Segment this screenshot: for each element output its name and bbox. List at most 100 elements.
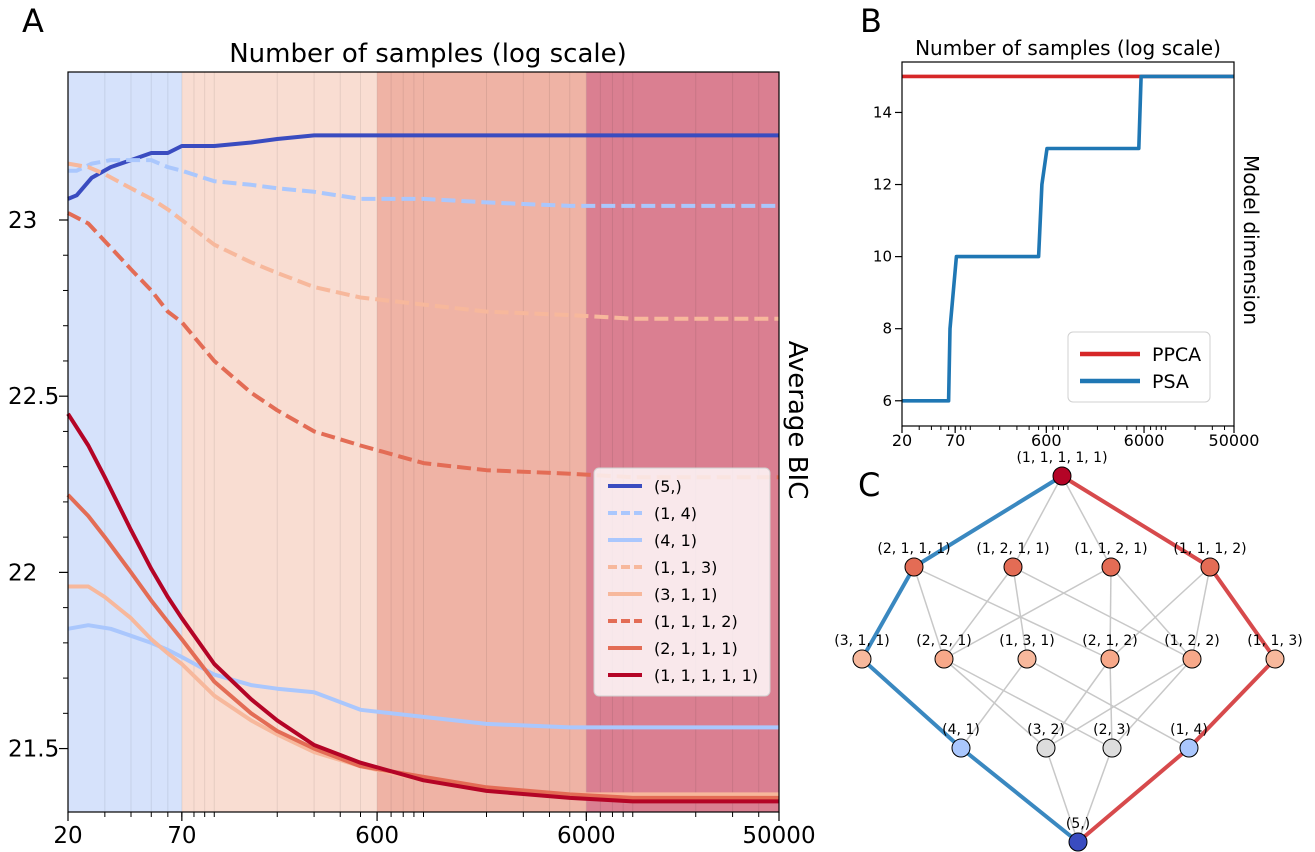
- x-tick-label: 50000: [1209, 431, 1260, 450]
- diagram-node: [1102, 738, 1122, 758]
- series-line: [67, 133, 779, 201]
- diagram-node: [1100, 649, 1120, 669]
- legend-label: (1, 1, 1, 1, 1): [654, 666, 758, 685]
- y-tick-label: 22: [8, 560, 37, 586]
- diagram-edge: [1111, 658, 1193, 749]
- bic-series-lines: [66, 133, 779, 804]
- diagram-node: [1003, 557, 1023, 577]
- x-tick-labels-a: 20 70 600 6000 50000: [53, 812, 816, 849]
- series-line: [68, 158, 779, 208]
- diagram-edge: [1012, 475, 1063, 568]
- y-tick-label: 10: [873, 248, 892, 266]
- y-tick-labels-b: 6 8 10 12 14: [873, 103, 902, 410]
- x-tick-label: 70: [167, 823, 196, 849]
- diagram-node-label: (1, 4): [1170, 722, 1208, 738]
- diagram-edge: [1012, 566, 1028, 660]
- panel-label-b: B: [860, 2, 882, 40]
- x-tick-label: 70: [945, 431, 965, 450]
- x-tick-label: 50000: [742, 823, 815, 849]
- diagram-node: [1182, 649, 1202, 669]
- diagram-edges: [861, 475, 1276, 843]
- diagram-edge: [943, 566, 1014, 660]
- diagram-node: [1200, 557, 1220, 577]
- chart-a-ylabel: Average BIC: [782, 341, 812, 500]
- diagram-node-label: (2, 3): [1093, 722, 1131, 738]
- dimension-series-lines: [902, 74, 1234, 403]
- x-tick-labels-b: 20 70 600 6000 50000: [892, 426, 1260, 450]
- diagram-node-label: (1, 1, 2, 1): [1074, 541, 1147, 557]
- diagram-node: [934, 649, 954, 669]
- diagram-node-label: (2, 2, 1): [916, 633, 971, 649]
- diagram-node: [1179, 738, 1199, 758]
- diagram-node: [1017, 649, 1037, 669]
- diagram-path: [1060, 474, 1277, 844]
- chart-b-ylabel: Model dimension: [1239, 155, 1263, 325]
- diagram-node: [1068, 832, 1088, 852]
- diagram-node: [1052, 466, 1072, 486]
- x-tick-label: 6000: [557, 823, 616, 849]
- diagram-path: [860, 474, 1080, 844]
- panel-label-a: A: [22, 2, 44, 40]
- legend-a: (5,) (1, 4) (4, 1) (1, 1, 3) (3, 1, 1) (1, 1,…: [593, 467, 771, 697]
- diagram-node: [852, 649, 872, 669]
- diagram-node: [1265, 649, 1285, 669]
- chart-b-title: Number of samples (log scale): [915, 36, 1221, 60]
- legend-label: (2, 1, 1, 1): [654, 639, 738, 658]
- diagram-node-label: (4, 1): [942, 722, 980, 738]
- diagram-node: [1101, 557, 1121, 577]
- diagram-edge: [1109, 658, 1113, 749]
- y-tick-label: 6: [882, 392, 892, 410]
- y-tick-label: 8: [882, 320, 892, 338]
- legend-label: (1, 1, 1, 2): [654, 612, 738, 631]
- legend-label: (4, 1): [654, 531, 697, 550]
- legend-label: (5,): [654, 477, 682, 496]
- panel-a-bic-chart: 20 70 600 6000 50000 21.5 22 22.5 23 Number of …: [8, 39, 816, 849]
- x-tick-label: 6000: [1124, 431, 1165, 450]
- diagram-paths: [860, 474, 1277, 844]
- series-line: [902, 74, 1234, 403]
- diagram-node-label: (1, 3, 1): [999, 633, 1054, 649]
- diagram-node-label: (2, 1, 2): [1082, 633, 1137, 649]
- diagram-edge: [943, 566, 1112, 660]
- y-tick-label: 14: [873, 103, 892, 121]
- chart-a-title: Number of samples (log scale): [229, 39, 627, 69]
- diagram-node-label: (3, 1, 1): [834, 633, 889, 649]
- legend-box: [1067, 331, 1211, 403]
- diagram-node-label: (1, 1, 1, 1, 1): [1016, 450, 1107, 466]
- diagram-edge: [943, 658, 1113, 749]
- x-tick-label: 20: [892, 431, 912, 450]
- diagram-edge: [1045, 658, 1193, 749]
- diagram-edge: [1045, 747, 1079, 843]
- series-line: [67, 211, 779, 480]
- legend-label: (1, 1, 3): [654, 558, 717, 577]
- panel-c-hierarchy-diagram: (1, 1, 1, 1, 1) (2, 1, 1, 1) (1, 2, 1, 1) (…: [834, 450, 1303, 852]
- diagram-edge: [1077, 747, 1113, 843]
- series-line: [67, 623, 779, 730]
- legend-label: PSA: [1152, 371, 1189, 393]
- diagram-edge: [1012, 566, 1193, 660]
- series-line: [66, 412, 779, 804]
- diagram-edge: [1110, 566, 1193, 660]
- diagram-node-label: (3, 2): [1027, 722, 1065, 738]
- diagram-edge: [960, 658, 1028, 749]
- y-tick-label: 23: [8, 208, 37, 234]
- diagram-node-label: (5,): [1066, 816, 1090, 832]
- y-tick-label: 21.5: [8, 737, 59, 763]
- panel-label-c: C: [858, 466, 880, 504]
- legend-box: [593, 467, 771, 697]
- sample-size-band: [377, 72, 587, 812]
- legend-b: PPCA PSA: [1067, 331, 1211, 403]
- y-tick-labels-a: 21.5 22 22.5 23: [8, 208, 68, 763]
- sample-size-band: [586, 72, 779, 812]
- diagram-node: [951, 738, 971, 758]
- series-line: [67, 161, 779, 321]
- diagram-node: [904, 557, 924, 577]
- panel-b-dimension-chart: 20 70 600 6000 50000 6 8 10 12 14 Number of samp…: [873, 36, 1263, 450]
- x-tick-label: 20: [53, 823, 82, 849]
- diagram-edge: [1109, 566, 1211, 660]
- diagram-nodes: (1, 1, 1, 1, 1) (2, 1, 1, 1) (1, 2, 1, 1) (…: [834, 450, 1303, 852]
- diagram-node-label: (1, 2, 1, 1): [976, 541, 1049, 557]
- legend-label: PPCA: [1152, 344, 1201, 366]
- diagram-edge: [1191, 566, 1211, 660]
- plot-frame-a: [67, 71, 780, 813]
